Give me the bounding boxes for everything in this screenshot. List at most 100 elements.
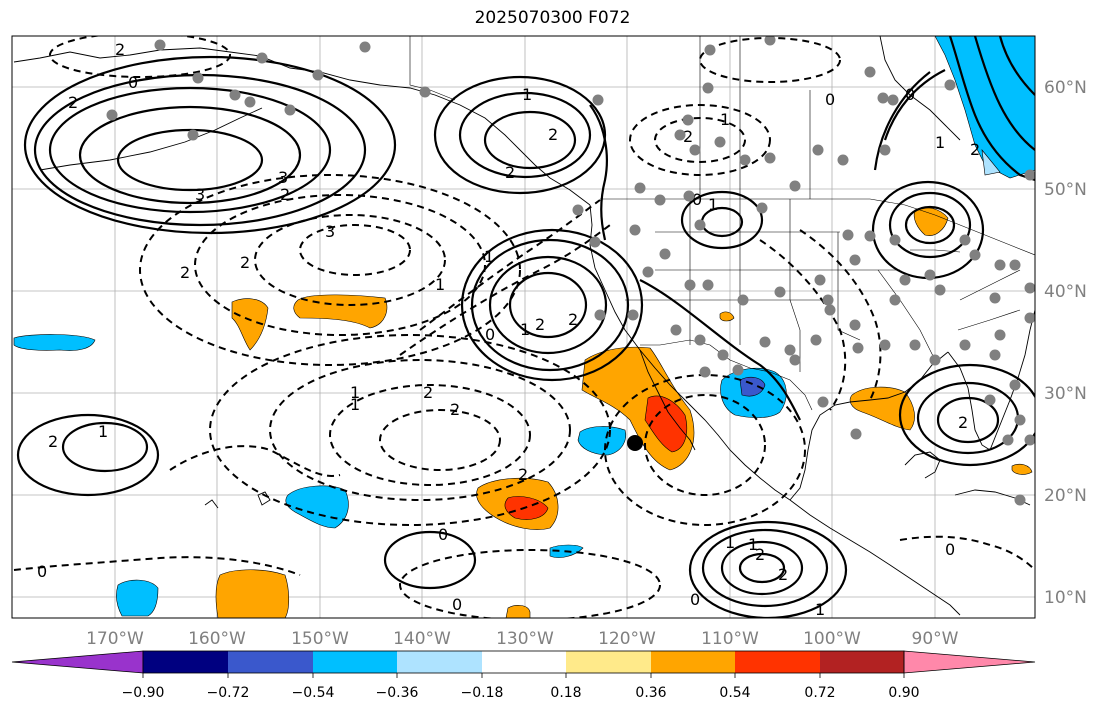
shade-blue-west [13,334,96,351]
lon-label: 140°W [393,629,451,649]
station-dot [959,339,971,351]
station-dot [822,294,834,306]
station-dot [879,144,891,156]
station-dot [419,86,431,98]
clabel-dashed: 0 [128,73,138,92]
station-dot [192,72,204,84]
shade-darkblue-mexico [739,376,766,397]
coast-florida [947,351,991,451]
clabel-dashed: 3 [195,185,205,204]
dashed-mid-pac-1 [379,409,501,471]
shade-red-baja [644,395,688,453]
border-states-7 [837,232,861,341]
lon-label: 160°W [188,629,246,649]
station-dot [1024,434,1035,446]
station-dot [1024,312,1035,324]
clabel-dashed: 3 [325,222,335,241]
station-dot [837,154,849,166]
station-dot [634,182,646,194]
colorbar-swatch [735,651,820,673]
border-us-mexico [640,339,813,411]
station-dot [994,259,1006,271]
lon-label: 90°W [912,629,959,649]
station-dot [704,44,716,56]
colorbar: −0.90 −0.72 −0.54 −0.36 −0.18 0.18 0.36 … [11,650,1036,701]
station-dot [284,104,296,116]
clabel-dashed: 2 [518,465,528,484]
clabel-dashed: 2 [180,263,190,282]
station-dot [879,339,891,351]
colorbar-tick-label: 0.90 [888,685,919,701]
station-dot [824,304,836,316]
clabel-solid: 2 [958,413,968,432]
lon-label: 170°W [86,629,144,649]
lon-label: 150°W [291,629,349,649]
station-dot [229,89,241,101]
border-states-6 [789,199,801,372]
clabel-dashed: 1 [815,600,825,619]
station-dot [934,284,946,296]
shade-orange-south [215,569,290,618]
dashed-south-2 [399,549,661,618]
station-dot [694,334,706,346]
station-dot [694,219,706,231]
station-dot [654,194,666,206]
clabel-dashed: 2 [683,127,693,146]
shade-orange-pac2 [231,298,269,351]
clabel-solid: 2 [548,125,558,144]
lat-label: 10°N [1044,588,1087,608]
clabel-dashed: 1 [350,395,360,414]
colorbar-tick-label: 0.72 [804,685,835,701]
station-dot [817,396,829,408]
station-dot [984,394,996,406]
station-dot [359,41,371,53]
solid-east-pac-2 [720,540,804,596]
station-dot [737,294,749,306]
solid-idaho-2 [680,190,764,250]
station-dot [814,274,826,286]
lat-label: 20°N [1044,486,1087,506]
station-dot [764,152,776,164]
station-dot [1024,169,1035,181]
solid-canada-1 [883,69,946,141]
solid-southeast-3 [898,363,1035,467]
dashed-ne-band-2 [399,224,611,356]
clabel-solid: 1 [748,535,758,554]
station-dot [642,266,654,278]
dashed-caribbean [899,535,1035,571]
clabel-dashed: 2 [423,383,433,402]
station-dot [674,129,686,141]
clabel-dashed: 2 [48,432,58,451]
dashed-mid-pac-3 [269,359,571,501]
solid-aleutian-5 [23,55,397,235]
station-dot [702,279,714,291]
political-borders [409,36,1035,411]
shade-lightblue-northeast [981,149,1001,176]
clabel-dashed: 1 [435,275,445,294]
shade-orange-gulf [849,386,915,431]
station-dot [714,136,726,148]
station-dot [1009,379,1021,391]
coast-aleutians [39,107,263,171]
station-dot [572,204,584,216]
station-dot [256,52,268,64]
solid-aleutian-3 [48,86,332,214]
colorbar-swatch [820,651,904,673]
lat-labels: 60°N 50°N 40°N 30°N 20°N 10°N [1044,78,1087,608]
lon-label: 130°W [496,629,554,649]
clabel-solid: 2 [505,163,515,182]
clabel-dashed: 0 [692,190,702,209]
solid-east-pac-3 [701,528,829,608]
colorbar-swatch [651,651,735,673]
lon-labels: 170°W 160°W 150°W 140°W 130°W 120°W 110°… [86,629,959,649]
map-border [11,35,1036,619]
clabel-solid: 2 [755,545,765,564]
solid-aleutian-2 [78,105,302,205]
lat-label: 30°N [1044,384,1087,404]
station-dot [682,114,694,126]
dashed-hawaii [169,445,341,477]
solid-west-trop-1 [61,421,149,473]
dashed-canada-2 [629,104,771,176]
station-dot [789,354,801,366]
